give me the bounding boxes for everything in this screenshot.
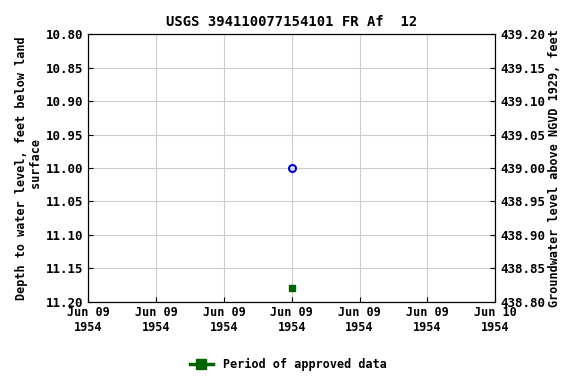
Legend: Period of approved data: Period of approved data [185,354,391,376]
Y-axis label: Depth to water level, feet below land
 surface: Depth to water level, feet below land su… [15,36,43,300]
Title: USGS 394110077154101 FR Af  12: USGS 394110077154101 FR Af 12 [166,15,418,29]
Y-axis label: Groundwater level above NGVD 1929, feet: Groundwater level above NGVD 1929, feet [548,29,561,307]
